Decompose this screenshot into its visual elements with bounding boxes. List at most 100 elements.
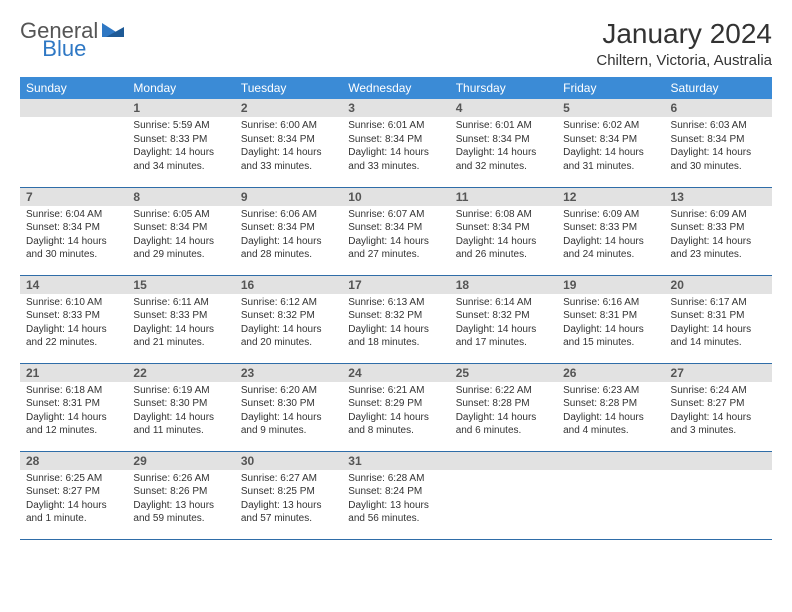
sunrise-text: Sunrise: 6:22 AM <box>456 384 551 398</box>
weekday-header: Wednesday <box>342 77 449 99</box>
day-number: 12 <box>557 188 664 206</box>
sunrise-text: Sunrise: 6:17 AM <box>671 296 766 310</box>
sunrise-text: Sunrise: 6:05 AM <box>133 208 228 222</box>
calendar-body: 1Sunrise: 5:59 AMSunset: 8:33 PMDaylight… <box>20 99 772 539</box>
calendar-cell: 22Sunrise: 6:19 AMSunset: 8:30 PMDayligh… <box>127 363 234 451</box>
calendar-cell: 11Sunrise: 6:08 AMSunset: 8:34 PMDayligh… <box>450 187 557 275</box>
day-number: 28 <box>20 452 127 470</box>
sunset-text: Sunset: 8:28 PM <box>563 397 658 411</box>
sunset-text: Sunset: 8:33 PM <box>133 309 228 323</box>
day-number: 14 <box>20 276 127 294</box>
day-body: Sunrise: 6:08 AMSunset: 8:34 PMDaylight:… <box>450 206 557 266</box>
day-body: Sunrise: 6:13 AMSunset: 8:32 PMDaylight:… <box>342 294 449 354</box>
sunrise-text: Sunrise: 6:06 AM <box>241 208 336 222</box>
day-number: 26 <box>557 364 664 382</box>
daylight-text: Daylight: 14 hours and 8 minutes. <box>348 411 443 438</box>
day-body: Sunrise: 6:24 AMSunset: 8:27 PMDaylight:… <box>665 382 772 442</box>
calendar-week-row: 14 Sunrise: 6:10 AM Sunset: 8:33 PM Dayligh… <box>20 275 772 363</box>
day-number: 4 <box>450 99 557 117</box>
calendar-cell: 30Sunrise: 6:27 AMSunset: 8:25 PMDayligh… <box>235 451 342 539</box>
day-number: 20 <box>665 276 772 294</box>
sunrise-text: Sunrise: 6:27 AM <box>241 472 336 486</box>
day-number: 25 <box>450 364 557 382</box>
daylight-text: Daylight: 14 hours and 30 minutes. <box>671 146 766 173</box>
day-body: Sunrise: 6:05 AMSunset: 8:34 PMDaylight:… <box>127 206 234 266</box>
daylight-text: Daylight: 14 hours and 1 minute. <box>26 499 121 526</box>
sunset-text: Sunset: 8:29 PM <box>348 397 443 411</box>
day-body: Sunrise: 6:26 AMSunset: 8:26 PMDaylight:… <box>127 470 234 530</box>
sunset-text: Sunset: 8:27 PM <box>26 485 121 499</box>
daylight-text: Daylight: 13 hours and 59 minutes. <box>133 499 228 526</box>
sunset-text: Sunset: 8:34 PM <box>348 221 443 235</box>
sunrise-text: Sunrise: 6:01 AM <box>348 119 443 133</box>
day-number: 18 <box>450 276 557 294</box>
calendar-cell: 21Sunrise: 6:18 AMSunset: 8:31 PMDayligh… <box>20 363 127 451</box>
calendar-cell: 5Sunrise: 6:02 AMSunset: 8:34 PMDaylight… <box>557 99 664 187</box>
day-body: Sunrise: 6:21 AMSunset: 8:29 PMDaylight:… <box>342 382 449 442</box>
sunrise-text: Sunrise: 6:08 AM <box>456 208 551 222</box>
calendar-cell: 14Sunrise: 6:10 AMSunset: 8:33 PMDayligh… <box>20 275 127 363</box>
day-body: Sunrise: 6:09 AMSunset: 8:33 PMDaylight:… <box>665 206 772 266</box>
day-number: 9 <box>235 188 342 206</box>
day-body: Sunrise: 6:22 AMSunset: 8:28 PMDaylight:… <box>450 382 557 442</box>
day-number: 23 <box>235 364 342 382</box>
sunset-text: Sunset: 8:34 PM <box>241 133 336 147</box>
calendar-head: SundayMondayTuesdayWednesdayThursdayFrid… <box>20 77 772 99</box>
sunset-text: Sunset: 8:33 PM <box>671 221 766 235</box>
weekday-header: Thursday <box>450 77 557 99</box>
calendar-cell: 4Sunrise: 6:01 AMSunset: 8:34 PMDaylight… <box>450 99 557 187</box>
sunrise-text: Sunrise: 6:07 AM <box>348 208 443 222</box>
logo-text-blue: Blue <box>42 36 86 62</box>
daylight-text: Daylight: 14 hours and 15 minutes. <box>563 323 658 350</box>
sunset-text: Sunset: 8:31 PM <box>563 309 658 323</box>
daylight-text: Daylight: 14 hours and 27 minutes. <box>348 235 443 262</box>
calendar-cell <box>20 99 127 187</box>
daylight-text: Daylight: 14 hours and 23 minutes. <box>671 235 766 262</box>
day-body: Sunrise: 6:23 AMSunset: 8:28 PMDaylight:… <box>557 382 664 442</box>
calendar-cell: 13Sunrise: 6:09 AMSunset: 8:33 PMDayligh… <box>665 187 772 275</box>
day-number: 5 <box>557 99 664 117</box>
daylight-text: Daylight: 14 hours and 6 minutes. <box>456 411 551 438</box>
location: Chiltern, Victoria, Australia <box>596 52 772 69</box>
calendar-cell: 19Sunrise: 6:16 AMSunset: 8:31 PMDayligh… <box>557 275 664 363</box>
day-number <box>20 99 127 117</box>
sunrise-text: Sunrise: 6:09 AM <box>563 208 658 222</box>
day-body: Sunrise: 6:01 AMSunset: 8:34 PMDaylight:… <box>450 117 557 177</box>
calendar-week-row: 21Sunrise: 6:18 AMSunset: 8:31 PMDayligh… <box>20 363 772 451</box>
day-number: 3 <box>342 99 449 117</box>
day-number: 21 <box>20 364 127 382</box>
day-number: 1 <box>127 99 234 117</box>
sunrise-text: Sunrise: 6:10 AM <box>26 296 121 310</box>
day-number: 15 <box>127 276 234 294</box>
daylight-text: Daylight: 14 hours and 22 minutes. <box>26 323 121 350</box>
sunrise-text: Sunrise: 6:21 AM <box>348 384 443 398</box>
day-number: 29 <box>127 452 234 470</box>
day-number <box>665 452 772 470</box>
day-number: 11 <box>450 188 557 206</box>
day-body: Sunrise: 6:12 AMSunset: 8:32 PMDaylight:… <box>235 294 342 354</box>
day-body: Sunrise: 6:03 AMSunset: 8:34 PMDaylight:… <box>665 117 772 177</box>
sunrise-text: Sunrise: 6:13 AM <box>348 296 443 310</box>
sunset-text: Sunset: 8:31 PM <box>26 397 121 411</box>
calendar-cell: 31Sunrise: 6:28 AMSunset: 8:24 PMDayligh… <box>342 451 449 539</box>
day-body: Sunrise: 6:11 AMSunset: 8:33 PMDaylight:… <box>127 294 234 354</box>
calendar-cell: 18Sunrise: 6:14 AMSunset: 8:32 PMDayligh… <box>450 275 557 363</box>
day-number: 27 <box>665 364 772 382</box>
day-body: Sunrise: 6:19 AMSunset: 8:30 PMDaylight:… <box>127 382 234 442</box>
sunrise-text: Sunrise: 6:04 AM <box>26 208 121 222</box>
sunset-text: Sunset: 8:34 PM <box>671 133 766 147</box>
sunset-text: Sunset: 8:30 PM <box>241 397 336 411</box>
calendar-cell: 10Sunrise: 6:07 AMSunset: 8:34 PMDayligh… <box>342 187 449 275</box>
sunset-text: Sunset: 8:24 PM <box>348 485 443 499</box>
sunset-text: Sunset: 8:33 PM <box>133 133 228 147</box>
calendar-cell: 12Sunrise: 6:09 AMSunset: 8:33 PMDayligh… <box>557 187 664 275</box>
day-body: Sunrise: 6:17 AMSunset: 8:31 PMDaylight:… <box>665 294 772 354</box>
day-number: 2 <box>235 99 342 117</box>
daylight-text: Daylight: 14 hours and 31 minutes. <box>563 146 658 173</box>
sunset-text: Sunset: 8:31 PM <box>671 309 766 323</box>
day-body: Sunrise: 6:04 AMSunset: 8:34 PMDaylight:… <box>20 206 127 266</box>
calendar-week-row: 7Sunrise: 6:04 AMSunset: 8:34 PMDaylight… <box>20 187 772 275</box>
calendar-cell: 7Sunrise: 6:04 AMSunset: 8:34 PMDaylight… <box>20 187 127 275</box>
day-number: 31 <box>342 452 449 470</box>
calendar-cell: 20Sunrise: 6:17 AMSunset: 8:31 PMDayligh… <box>665 275 772 363</box>
